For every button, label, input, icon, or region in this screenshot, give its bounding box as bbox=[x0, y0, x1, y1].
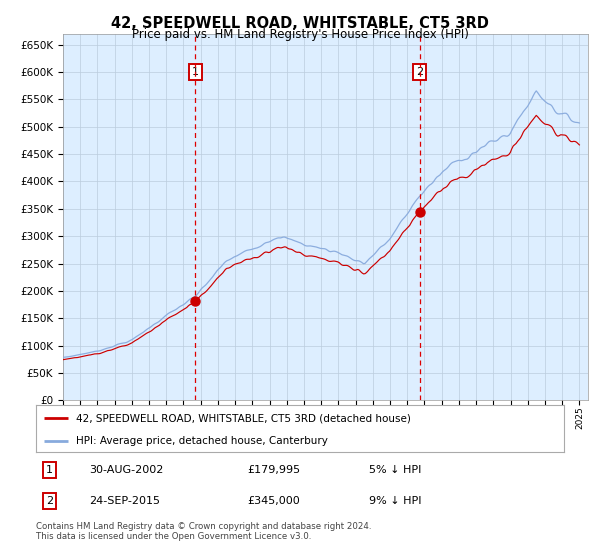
Text: This data is licensed under the Open Government Licence v3.0.: This data is licensed under the Open Gov… bbox=[36, 532, 311, 541]
Text: 1: 1 bbox=[46, 465, 53, 475]
Text: 42, SPEEDWELL ROAD, WHITSTABLE, CT5 3RD: 42, SPEEDWELL ROAD, WHITSTABLE, CT5 3RD bbox=[111, 16, 489, 31]
Text: HPI: Average price, detached house, Canterbury: HPI: Average price, detached house, Cant… bbox=[76, 436, 328, 446]
Text: Contains HM Land Registry data © Crown copyright and database right 2024.: Contains HM Land Registry data © Crown c… bbox=[36, 522, 371, 531]
Text: 2: 2 bbox=[416, 67, 423, 77]
Text: £179,995: £179,995 bbox=[247, 465, 301, 475]
Text: £345,000: £345,000 bbox=[247, 496, 300, 506]
Text: 5% ↓ HPI: 5% ↓ HPI bbox=[368, 465, 421, 475]
Text: 24-SEP-2015: 24-SEP-2015 bbox=[89, 496, 160, 506]
Text: Price paid vs. HM Land Registry's House Price Index (HPI): Price paid vs. HM Land Registry's House … bbox=[131, 28, 469, 41]
Text: 1: 1 bbox=[192, 67, 199, 77]
Text: 42, SPEEDWELL ROAD, WHITSTABLE, CT5 3RD (detached house): 42, SPEEDWELL ROAD, WHITSTABLE, CT5 3RD … bbox=[76, 413, 410, 423]
Text: 9% ↓ HPI: 9% ↓ HPI bbox=[368, 496, 421, 506]
Text: 2: 2 bbox=[46, 496, 53, 506]
Text: 30-AUG-2002: 30-AUG-2002 bbox=[89, 465, 163, 475]
